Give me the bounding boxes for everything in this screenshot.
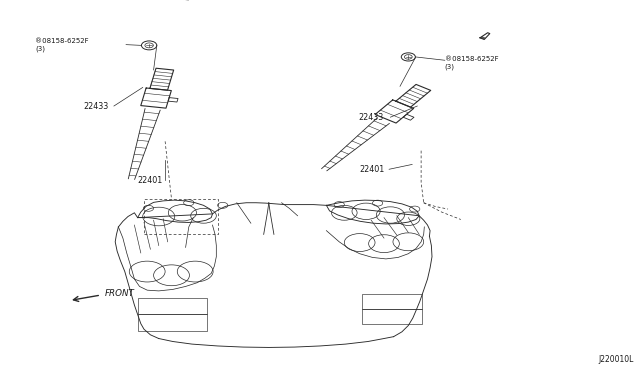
Bar [362, 294, 422, 309]
Bar [362, 309, 422, 324]
Text: ®08158-6252F
(3): ®08158-6252F (3) [445, 56, 499, 70]
Bar [138, 314, 207, 331]
Text: 22433: 22433 [358, 113, 383, 122]
Text: 22401: 22401 [360, 165, 385, 174]
Text: 22433: 22433 [83, 102, 108, 110]
Text: 22401: 22401 [138, 176, 163, 185]
Text: ®08158-6252F
(3): ®08158-6252F (3) [35, 38, 89, 52]
Text: FRONT: FRONT [104, 289, 134, 298]
Text: J220010L: J220010L [598, 355, 634, 364]
Bar [138, 298, 207, 314]
